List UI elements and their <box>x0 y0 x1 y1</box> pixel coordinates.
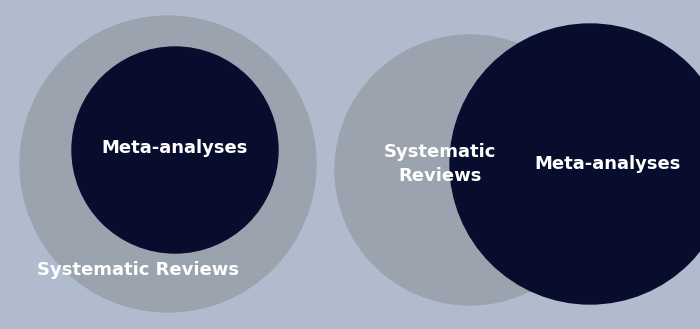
Circle shape <box>72 47 278 253</box>
Text: Meta-analyses: Meta-analyses <box>102 139 248 157</box>
Circle shape <box>20 16 316 312</box>
Text: Meta-analyses: Meta-analyses <box>535 155 681 173</box>
Text: Systematic Reviews: Systematic Reviews <box>37 261 239 279</box>
Circle shape <box>335 35 605 305</box>
Text: Systematic
Reviews: Systematic Reviews <box>384 143 496 185</box>
Circle shape <box>450 24 700 304</box>
